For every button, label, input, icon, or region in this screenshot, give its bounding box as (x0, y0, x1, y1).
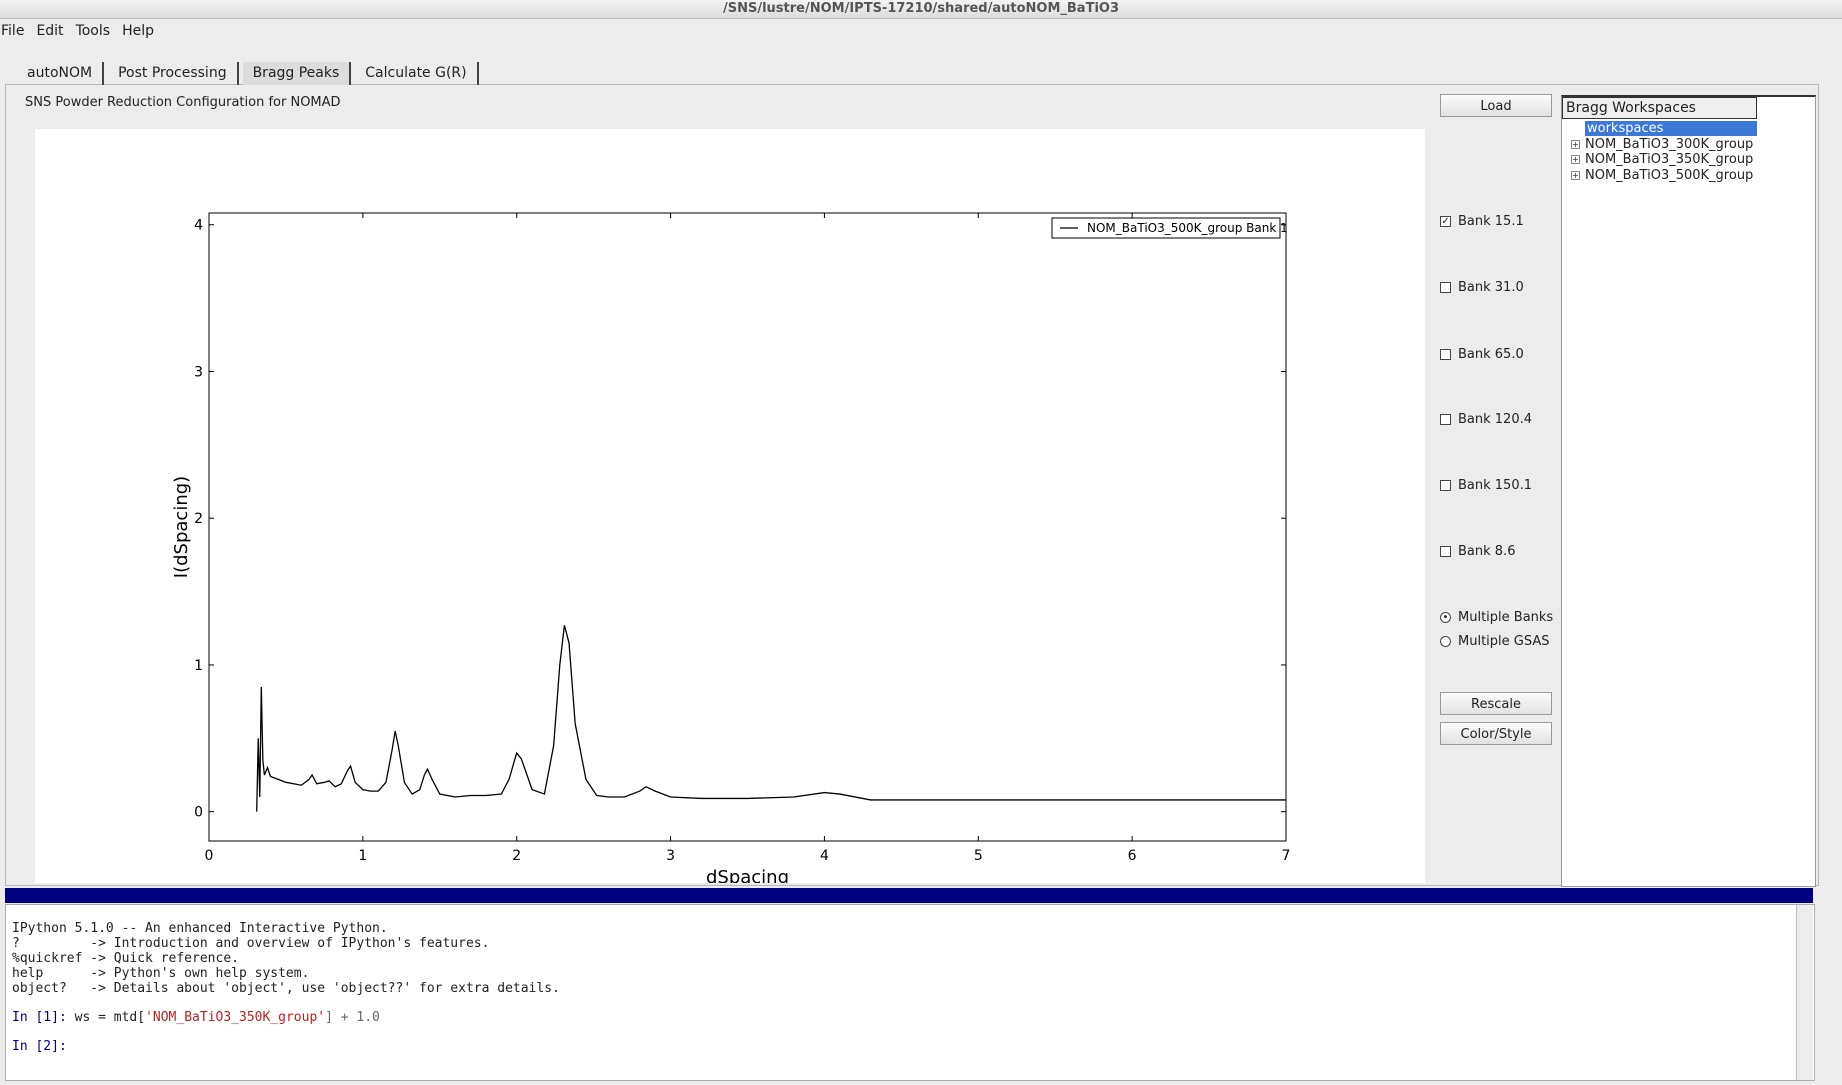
console-prompt: In [2]: (12, 1039, 67, 1054)
expand-icon[interactable]: + (1571, 170, 1580, 180)
radio-label: Multiple GSAS (1458, 634, 1550, 649)
legend-box (1051, 217, 1281, 239)
load-button[interactable]: Load (1440, 94, 1552, 117)
code-token: ] + 1.0 (325, 1010, 380, 1025)
tree-item[interactable]: + NOM_BaTiO3_350K_group (1571, 152, 1754, 168)
tab[interactable]: Bragg Peaks (242, 62, 352, 85)
console-line: IPython 5.1.0 -- An enhanced Interactive… (12, 921, 388, 936)
x-tick-label: 4 (820, 848, 829, 864)
radio-button[interactable] (1440, 636, 1451, 647)
y-tick-label: 2 (194, 511, 203, 527)
mode-radio[interactable]: Multiple GSAS (1440, 634, 1549, 649)
chart: 0 1 2 3 4 5 6 7 0 1 2 3 4 dSpacing I(dSpacing) NOM_BaTi… (171, 212, 1291, 888)
checkbox-box[interactable] (1440, 546, 1451, 557)
console-line: ? -> Introduction and overview of IPytho… (12, 936, 490, 951)
tree-header: Bragg Workspaces (1562, 97, 1757, 119)
x-tick-label: 2 (512, 848, 521, 864)
console-line: help -> Python's own help system. (12, 966, 310, 981)
x-tick-label: 3 (666, 848, 675, 864)
tree-label: NOM_BaTiO3_350K_group (1585, 152, 1754, 168)
checkbox-box[interactable]: ✓ (1440, 216, 1451, 227)
checkbox-label: Bank 15.1 (1458, 214, 1524, 229)
menu-item[interactable]: Tools (75, 23, 111, 39)
bank-checkbox[interactable]: Bank 150.1 (1440, 478, 1532, 493)
console-title-bar (5, 888, 1813, 903)
checkbox-label: Bank 31.0 (1458, 280, 1524, 295)
plot-area: 0 1 2 3 4 5 6 7 0 1 2 3 4 dSpacing I(dSpacing) NOM_BaTi… (35, 129, 1425, 888)
code-token: 'NOM_BaTiO3_350K_group' (145, 1010, 326, 1025)
console-input: In [2]: (12, 1039, 75, 1054)
y-tick-label: 3 (194, 364, 203, 380)
radio-button[interactable]: • (1440, 612, 1451, 623)
color-style-button[interactable]: Color/Style (1440, 722, 1552, 745)
checkbox-label: Bank 150.1 (1458, 478, 1533, 493)
menu-item[interactable]: Help (122, 23, 154, 39)
header-label: SNS Powder Reduction Configuration for N… (25, 95, 341, 110)
rescale-button[interactable]: Rescale (1440, 692, 1552, 715)
checkbox-label: Bank 120.4 (1458, 412, 1533, 427)
tree-item[interactable]: + NOM_BaTiO3_300K_group (1571, 137, 1754, 152)
y-tick-label: 1 (194, 658, 203, 674)
mode-radio[interactable]: • Multiple Banks (1440, 610, 1553, 625)
checkbox-box[interactable] (1440, 282, 1451, 293)
tab[interactable]: Calculate G(R) (355, 62, 479, 85)
x-tick-label: 7 (1282, 848, 1291, 864)
y-axis-label: I(dSpacing) (171, 476, 192, 578)
y-tick-label: 4 (194, 218, 203, 234)
x-tick-label: 1 (358, 848, 367, 864)
tree-root[interactable]: workspaces (1585, 121, 1757, 136)
checkbox-box[interactable] (1440, 414, 1451, 425)
window-title: /SNS/lustre/NOM/IPTS-17210/shared/autoNO… (0, 0, 1842, 19)
legend-label: NOM_BaTiO3_500K_group Bank 1 (1087, 221, 1288, 235)
bank-checkbox[interactable]: Bank 120.4 (1440, 412, 1532, 427)
ipython-console[interactable]: IPython 5.1.0 -- An enhanced Interactive… (5, 904, 1815, 1081)
bank-checkbox[interactable]: Bank 8.6 (1440, 544, 1515, 559)
tree-label: NOM_BaTiO3_500K_group (1585, 167, 1754, 183)
checkbox-box[interactable] (1440, 349, 1451, 360)
tab[interactable]: autoNOM (17, 62, 105, 85)
checkbox-label: Bank 8.6 (1458, 544, 1516, 559)
bank-checkbox[interactable]: Bank 65.0 (1440, 347, 1524, 362)
tree-label: NOM_BaTiO3_300K_group (1585, 137, 1754, 152)
expand-icon[interactable]: + (1571, 140, 1580, 149)
console-input: In [1]: ws = mtd['NOM_BaTiO3_350K_group'… (12, 1010, 380, 1025)
tab[interactable]: Post Processing (108, 62, 239, 85)
bank-checkbox[interactable]: ✓ Bank 15.1 (1440, 214, 1524, 229)
menu-bar: File Edit Tools Help (0, 21, 165, 41)
console-line: %quickref -> Quick reference. (12, 951, 239, 966)
x-tick-label: 0 (205, 848, 214, 864)
x-tick-label: 6 (1128, 848, 1137, 864)
bank-checkbox[interactable]: Bank 31.0 (1440, 280, 1524, 295)
code-token: ws = mtd[ (74, 1010, 146, 1025)
workspace-tree: Bragg Workspaces workspaces + NOM_BaTiO3_… (1561, 95, 1816, 887)
scrollbar[interactable] (1796, 905, 1813, 1080)
y-tick-label: 0 (194, 805, 203, 821)
radio-label: Multiple Banks (1458, 610, 1554, 625)
checkbox-label: Bank 65.0 (1458, 347, 1524, 362)
console-prompt: In [1]: (12, 1010, 67, 1025)
checkbox-box[interactable] (1440, 480, 1451, 491)
console-line: object? -> Details about 'object', use '… (12, 981, 560, 996)
menu-item[interactable]: Edit (36, 23, 64, 39)
tab-bar: autoNOM Post Processing Bragg Peaks Calcula… (17, 62, 483, 85)
menu-item[interactable]: File (1, 23, 25, 39)
x-axis-label: dSpacing (706, 867, 789, 883)
x-tick-label: 5 (974, 848, 983, 864)
axes-frame (208, 212, 1287, 842)
tree-item[interactable]: + NOM_BaTiO3_500K_group (1571, 167, 1754, 183)
data-line (256, 625, 1286, 812)
expand-icon[interactable]: + (1571, 155, 1580, 165)
